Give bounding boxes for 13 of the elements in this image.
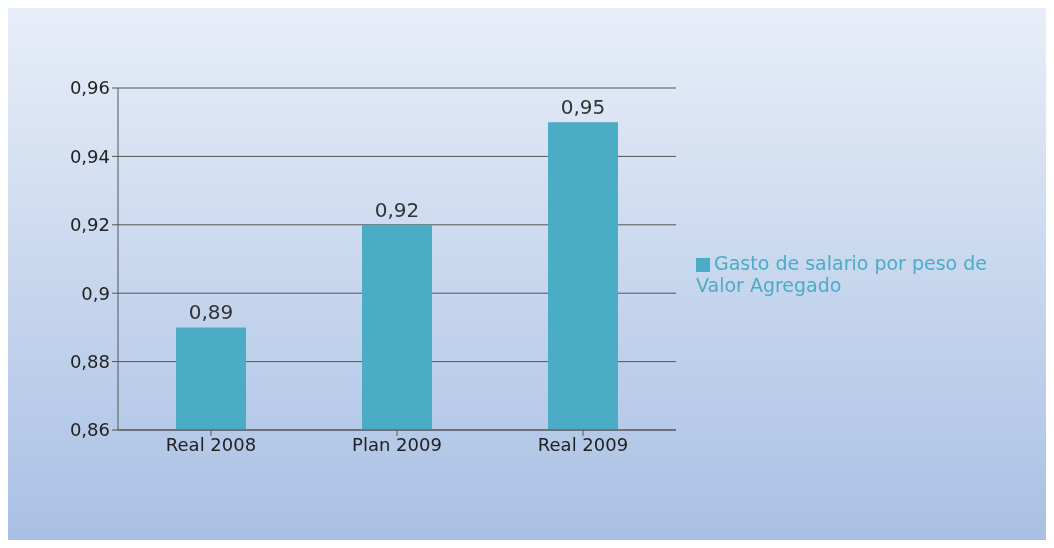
data-label: 0,92 (374, 197, 420, 222)
x-tick-label: Plan 2009 (352, 433, 442, 455)
x-tick-label: Real 2009 (537, 433, 629, 455)
legend-label: Gasto de salario por peso de Valor Agregado (696, 252, 987, 296)
y-tick-label: 0,92 (69, 214, 110, 236)
data-label: 0,89 (188, 300, 234, 325)
y-tick-label: 0,86 (69, 419, 110, 441)
y-tick-label: 0,88 (69, 350, 110, 372)
y-tick-label: 0,96 (69, 77, 110, 99)
data-label: 0,95 (560, 95, 606, 120)
y-tick-label: 0,9 (81, 282, 110, 304)
y-tick-label: 0,94 (69, 145, 110, 167)
x-tick-label: Real 2008 (165, 433, 257, 455)
